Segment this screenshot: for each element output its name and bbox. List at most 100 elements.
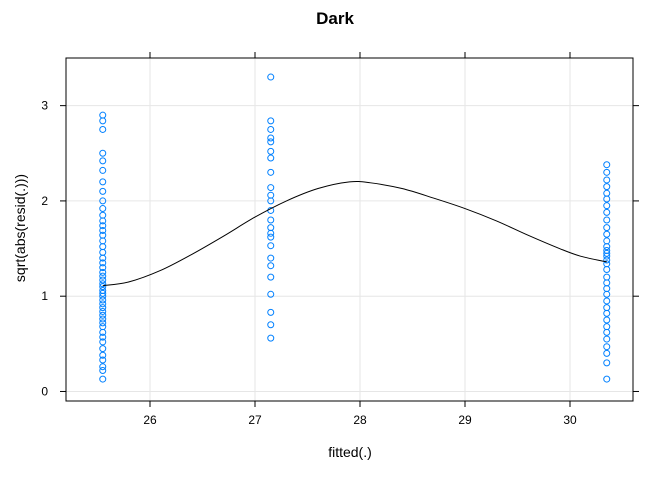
data-point xyxy=(99,375,107,383)
y-tick-label: 2 xyxy=(41,194,48,208)
data-point xyxy=(99,338,107,346)
x-tick-label: 29 xyxy=(458,413,472,427)
data-point xyxy=(99,289,107,297)
data-point xyxy=(99,311,107,319)
grid-lines xyxy=(66,58,633,401)
data-point xyxy=(603,343,611,351)
data-point xyxy=(99,197,107,205)
data-point xyxy=(99,226,107,234)
data-point xyxy=(603,375,611,383)
data-point xyxy=(603,279,611,287)
data-point xyxy=(99,111,107,119)
data-point xyxy=(603,323,611,331)
data-point xyxy=(99,117,107,125)
data-point xyxy=(99,237,107,245)
data-point xyxy=(267,216,275,224)
data-point xyxy=(603,249,611,257)
data-point xyxy=(267,138,275,146)
data-point xyxy=(603,237,611,245)
data-point xyxy=(99,243,107,251)
smooth-trend-line xyxy=(102,180,607,287)
data-point xyxy=(99,268,107,276)
data-point xyxy=(603,266,611,274)
y-tick-label: 1 xyxy=(41,289,48,303)
data-point xyxy=(99,367,107,375)
data-point xyxy=(267,262,275,270)
data-point xyxy=(99,205,107,213)
data-point xyxy=(267,154,275,162)
data-point xyxy=(99,300,107,308)
data-point xyxy=(603,202,611,210)
data-point xyxy=(267,290,275,298)
data-point xyxy=(99,211,107,219)
data-point xyxy=(99,280,107,288)
data-point xyxy=(267,242,275,250)
data-point xyxy=(267,117,275,125)
data-point xyxy=(99,276,107,284)
plot-frame xyxy=(65,57,634,402)
data-point xyxy=(99,296,107,304)
data-point xyxy=(99,259,107,267)
data-point xyxy=(99,286,107,294)
data-point xyxy=(99,149,107,157)
data-point xyxy=(603,260,611,268)
data-point xyxy=(99,231,107,239)
data-point xyxy=(99,304,107,312)
data-point xyxy=(267,334,275,342)
data-point xyxy=(603,246,611,254)
data-point xyxy=(99,356,107,364)
scatter-points xyxy=(99,73,611,383)
data-point xyxy=(99,272,107,280)
data-point xyxy=(99,351,107,359)
data-point xyxy=(267,168,275,176)
axis-ticks: 26 27 28 29 30 0 1 2 3 xyxy=(41,52,639,427)
data-point xyxy=(603,359,611,367)
data-point xyxy=(603,304,611,312)
data-point xyxy=(99,319,107,327)
data-point xyxy=(99,345,107,353)
data-point xyxy=(267,134,275,142)
data-point xyxy=(603,168,611,176)
data-point xyxy=(99,222,107,230)
data-point xyxy=(99,363,107,371)
data-point xyxy=(267,273,275,281)
data-point xyxy=(267,191,275,199)
data-point xyxy=(603,224,611,232)
data-point xyxy=(603,208,611,216)
data-point xyxy=(99,248,107,256)
data-point xyxy=(267,308,275,316)
data-point xyxy=(603,335,611,343)
data-point xyxy=(603,176,611,184)
data-point xyxy=(99,166,107,174)
x-tick-label: 28 xyxy=(353,413,367,427)
data-point xyxy=(99,187,107,195)
data-point xyxy=(603,243,611,251)
data-point xyxy=(603,285,611,293)
data-point xyxy=(267,184,275,192)
data-point xyxy=(99,178,107,186)
data-point xyxy=(99,264,107,272)
data-point xyxy=(603,297,611,305)
data-point xyxy=(603,183,611,191)
y-axis-label: sqrt(abs(resid(.))) xyxy=(12,174,28,282)
data-point xyxy=(99,283,107,291)
data-point xyxy=(99,315,107,323)
x-tick-label: 26 xyxy=(143,413,157,427)
data-point xyxy=(603,309,611,317)
data-point xyxy=(267,125,275,133)
data-point xyxy=(267,321,275,329)
data-point xyxy=(603,328,611,336)
data-point xyxy=(267,229,275,237)
x-tick-label: 30 xyxy=(563,413,577,427)
data-point xyxy=(603,316,611,324)
y-tick-label: 3 xyxy=(41,99,48,113)
data-point xyxy=(267,147,275,155)
data-point xyxy=(99,307,107,315)
data-point xyxy=(99,333,107,341)
data-point xyxy=(99,125,107,133)
data-point xyxy=(99,157,107,165)
data-point xyxy=(99,323,107,331)
data-point xyxy=(603,349,611,357)
x-tick-label: 27 xyxy=(248,413,262,427)
